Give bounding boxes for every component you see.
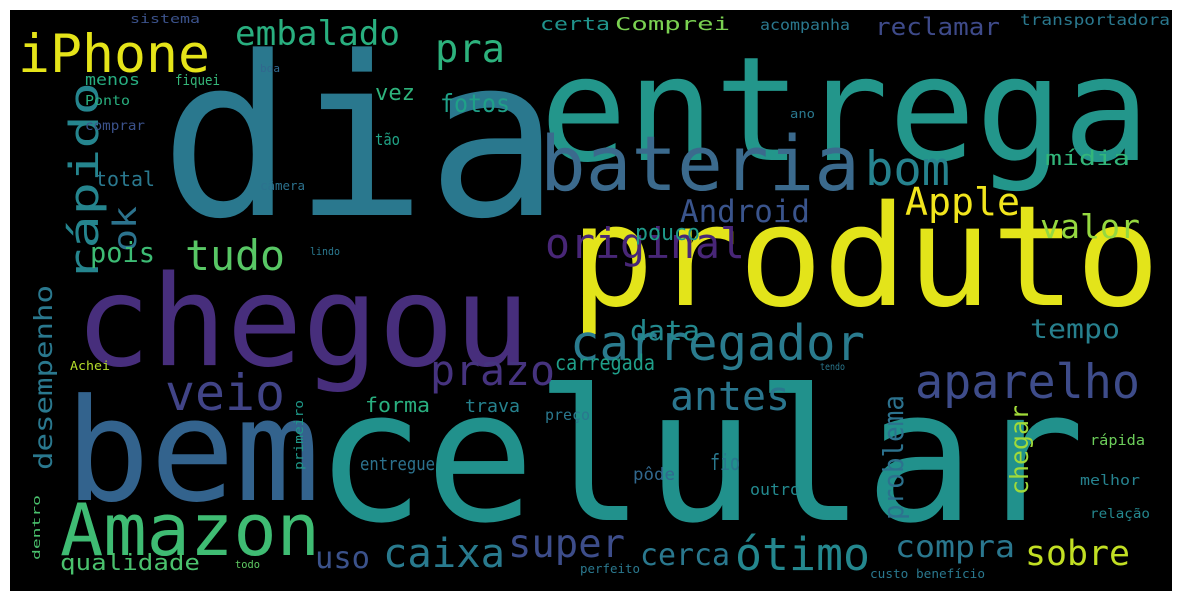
word: Apple: [905, 180, 1020, 224]
word: Android: [680, 194, 810, 230]
word: acompanha: [760, 16, 850, 34]
word: uso: [315, 541, 370, 576]
word: reclamar: [875, 13, 1000, 41]
word: cerca: [640, 538, 730, 573]
word: entrega: [540, 26, 1150, 195]
word: rápida: [1090, 433, 1145, 449]
word: entregue: [360, 454, 435, 475]
word: problema: [877, 395, 910, 520]
word: primeiro: [292, 400, 306, 470]
word: preço: [545, 406, 590, 424]
word: ok: [106, 206, 144, 252]
word: outro: [750, 480, 800, 499]
word: desempenho: [29, 285, 58, 470]
word: todo: [235, 558, 260, 571]
word: melhor: [1080, 473, 1140, 489]
word: comprar: [85, 119, 145, 134]
word: tempo: [1030, 314, 1120, 345]
word: prazo: [430, 346, 555, 395]
word: mídia: [1045, 146, 1130, 170]
word: original: [545, 219, 745, 268]
word: caixa: [383, 531, 505, 577]
word: aparelho: [915, 355, 1140, 410]
word: transportadora: [1020, 11, 1170, 29]
word: menos: [85, 70, 140, 89]
word: fiquei: [175, 73, 220, 89]
word: certa: [540, 14, 610, 35]
word: celular: [315, 351, 1085, 564]
word: pra: [435, 27, 505, 72]
word: total: [95, 167, 155, 191]
word: carregada: [555, 351, 655, 375]
word: data: [630, 314, 700, 347]
word: embalado: [235, 14, 400, 54]
word: tudo: [185, 231, 285, 280]
word: bom: [865, 142, 950, 197]
word: valor: [1040, 207, 1140, 246]
word: sobre: [1025, 534, 1130, 574]
word: super: [508, 522, 625, 567]
word: compra: [895, 530, 1015, 565]
word: fio: [710, 451, 740, 476]
word: sistema: [130, 12, 200, 26]
word: Ponto: [85, 94, 130, 109]
word: relação: [1090, 507, 1150, 522]
word: produto: [570, 176, 1160, 339]
word: bem: [65, 369, 320, 534]
word: antes: [670, 374, 790, 420]
word: chegar: [1005, 405, 1034, 495]
word: iPhone: [18, 24, 210, 85]
word: Comprei: [615, 14, 730, 35]
word: ano: [790, 107, 815, 121]
word: vez: [375, 81, 415, 106]
word: pouco: [635, 221, 700, 246]
word: trava: [465, 396, 520, 417]
word: carregador: [570, 315, 865, 372]
word: bateria: [540, 119, 860, 208]
word: fotos: [440, 89, 510, 118]
word: Achei: [70, 359, 110, 373]
word: lindo: [310, 245, 340, 258]
background: [10, 10, 1172, 591]
word: dentro: [30, 495, 43, 560]
word: pois: [90, 236, 155, 269]
word: veio: [165, 364, 285, 422]
word: chegou: [75, 248, 530, 395]
word: tão: [375, 130, 400, 149]
word: qualidade: [60, 551, 200, 576]
word: dia: [160, 10, 560, 268]
word: perfeito: [580, 562, 640, 576]
word: Amazon: [60, 488, 320, 572]
word: câmera: [260, 179, 305, 193]
word: boa: [260, 62, 280, 75]
word: custo benefício: [870, 567, 985, 581]
word: pôde: [633, 465, 675, 485]
word: rápido: [62, 82, 108, 282]
word: forma: [365, 393, 430, 417]
word: ótimo: [735, 528, 870, 581]
word: tendo: [820, 362, 845, 373]
